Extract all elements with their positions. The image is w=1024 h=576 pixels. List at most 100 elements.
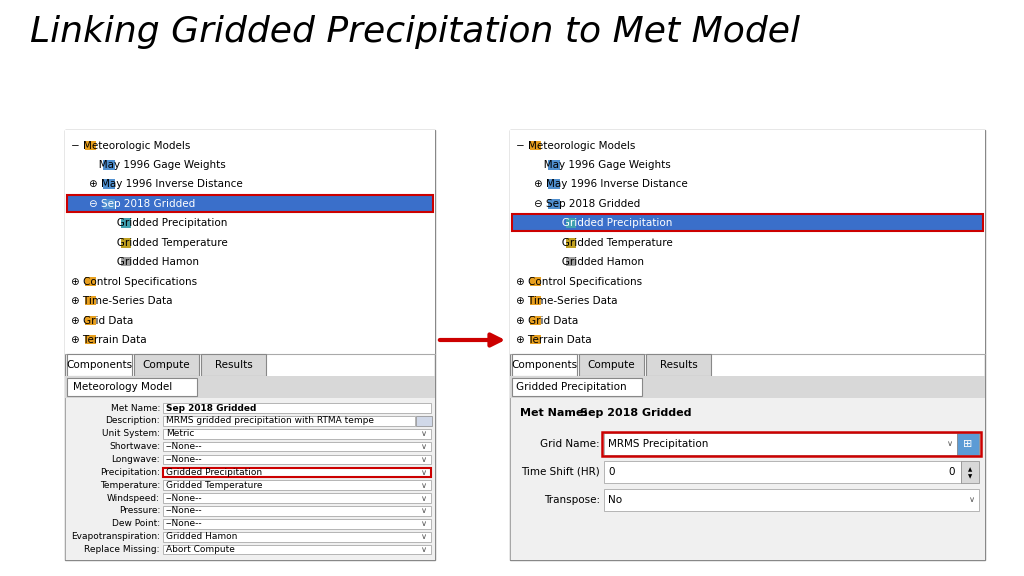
Bar — [163, 480, 431, 490]
Text: Results: Results — [215, 359, 252, 370]
Bar — [163, 429, 431, 438]
Text: --None--: --None-- — [166, 442, 203, 451]
Text: Sep 2018 Gridded: Sep 2018 Gridded — [166, 404, 256, 412]
Bar — [510, 376, 985, 560]
Bar — [548, 160, 560, 170]
Text: ∨: ∨ — [421, 520, 427, 528]
Text: Transpose:: Transpose: — [544, 495, 600, 505]
Bar — [121, 218, 131, 228]
Text: Dew Point:: Dew Point: — [112, 520, 160, 528]
Bar — [163, 545, 431, 554]
Text: ∨: ∨ — [421, 481, 427, 490]
Bar — [530, 335, 541, 344]
Bar — [85, 296, 96, 305]
Bar — [512, 378, 642, 396]
Text: ⊕ Terrain Data: ⊕ Terrain Data — [516, 335, 592, 345]
Bar — [85, 335, 96, 344]
Text: Time Shift (HR): Time Shift (HR) — [521, 467, 600, 476]
Bar — [103, 180, 115, 190]
Text: ⊖ Sep 2018 Gridded: ⊖ Sep 2018 Gridded — [89, 199, 196, 209]
Text: Gridded Temperature: Gridded Temperature — [106, 238, 227, 248]
Text: − Meteorologic Models: − Meteorologic Models — [516, 141, 635, 150]
Bar — [510, 376, 985, 397]
Bar — [510, 376, 985, 560]
Bar — [510, 130, 985, 560]
Bar — [85, 276, 96, 286]
Text: ⊕ May 1996 Inverse Distance: ⊕ May 1996 Inverse Distance — [89, 180, 243, 190]
Text: Components: Components — [511, 359, 578, 370]
Text: ⊞: ⊞ — [964, 438, 973, 449]
Bar — [163, 532, 431, 541]
Bar — [65, 130, 435, 560]
Text: Met Name:: Met Name: — [520, 408, 588, 418]
Text: ∨: ∨ — [421, 442, 427, 451]
Bar — [65, 130, 435, 354]
Bar — [163, 416, 415, 426]
Bar — [579, 354, 644, 376]
Text: 0: 0 — [948, 467, 955, 476]
Bar — [163, 519, 431, 529]
Bar — [566, 238, 575, 248]
Text: Gridded Precipitation: Gridded Precipitation — [166, 468, 262, 477]
Text: May 1996 Gage Weights: May 1996 Gage Weights — [89, 160, 225, 170]
Bar — [512, 214, 983, 232]
Bar — [65, 376, 435, 560]
Bar — [510, 130, 985, 354]
Text: --None--: --None-- — [166, 520, 203, 528]
Text: ⊕ May 1996 Inverse Distance: ⊕ May 1996 Inverse Distance — [534, 180, 688, 190]
Text: Gridded Precipitation: Gridded Precipitation — [516, 382, 627, 392]
Text: Unit System:: Unit System: — [102, 429, 160, 438]
Bar — [416, 416, 432, 426]
Text: Metric: Metric — [166, 429, 195, 438]
Text: ▼: ▼ — [968, 474, 972, 479]
Bar — [121, 238, 131, 248]
Text: Linking Gridded Precipitation to Met Model: Linking Gridded Precipitation to Met Mod… — [30, 15, 800, 49]
Text: 0: 0 — [608, 467, 614, 476]
Bar — [67, 378, 197, 396]
Text: Pressure:: Pressure: — [119, 506, 160, 516]
Text: ∨: ∨ — [421, 545, 427, 554]
Text: Evapotranspiration:: Evapotranspiration: — [71, 532, 160, 541]
Text: ⊕ Grid Data: ⊕ Grid Data — [71, 316, 133, 325]
Text: Gridded Precipitation: Gridded Precipitation — [552, 218, 673, 228]
Bar — [103, 199, 115, 209]
Text: Shortwave:: Shortwave: — [109, 442, 160, 451]
Bar — [134, 354, 199, 376]
Text: --None--: --None-- — [166, 506, 203, 516]
Text: No: No — [608, 495, 623, 505]
Bar — [201, 354, 266, 376]
Bar — [65, 376, 435, 560]
Text: Met Name:: Met Name: — [111, 404, 160, 412]
Bar — [530, 276, 541, 286]
Bar — [121, 257, 131, 266]
Bar — [512, 354, 577, 376]
Bar — [604, 433, 957, 454]
Bar — [566, 218, 575, 228]
Text: Longwave:: Longwave: — [112, 455, 160, 464]
Bar — [103, 160, 115, 170]
Text: ∨: ∨ — [421, 494, 427, 503]
Text: Gridded Hamon: Gridded Hamon — [552, 257, 644, 267]
Text: ∨: ∨ — [947, 439, 953, 448]
Bar — [65, 376, 435, 397]
Text: ⊕ Control Specifications: ⊕ Control Specifications — [71, 276, 198, 287]
Bar — [67, 354, 132, 376]
Text: ⊖ Sep 2018 Gridded: ⊖ Sep 2018 Gridded — [534, 199, 640, 209]
Bar — [163, 493, 431, 503]
Text: ∨: ∨ — [421, 506, 427, 516]
Bar — [548, 199, 560, 209]
Text: Gridded Temperature: Gridded Temperature — [166, 481, 262, 490]
Bar — [530, 141, 541, 150]
Text: Compute: Compute — [142, 359, 190, 370]
Text: Gridded Temperature: Gridded Temperature — [552, 238, 673, 248]
Bar — [566, 257, 575, 266]
Text: Compute: Compute — [588, 359, 635, 370]
Bar — [163, 403, 431, 413]
Text: Precipitation:: Precipitation: — [100, 468, 160, 477]
Text: MRMS Precipitation: MRMS Precipitation — [608, 438, 709, 449]
Text: May 1996 Gage Weights: May 1996 Gage Weights — [534, 160, 671, 170]
Text: ∨: ∨ — [969, 495, 975, 504]
Bar — [646, 354, 711, 376]
Text: MRMS gridded precipitation with RTMA tempe: MRMS gridded precipitation with RTMA tem… — [166, 416, 374, 426]
Text: Gridded Precipitation: Gridded Precipitation — [106, 218, 227, 228]
